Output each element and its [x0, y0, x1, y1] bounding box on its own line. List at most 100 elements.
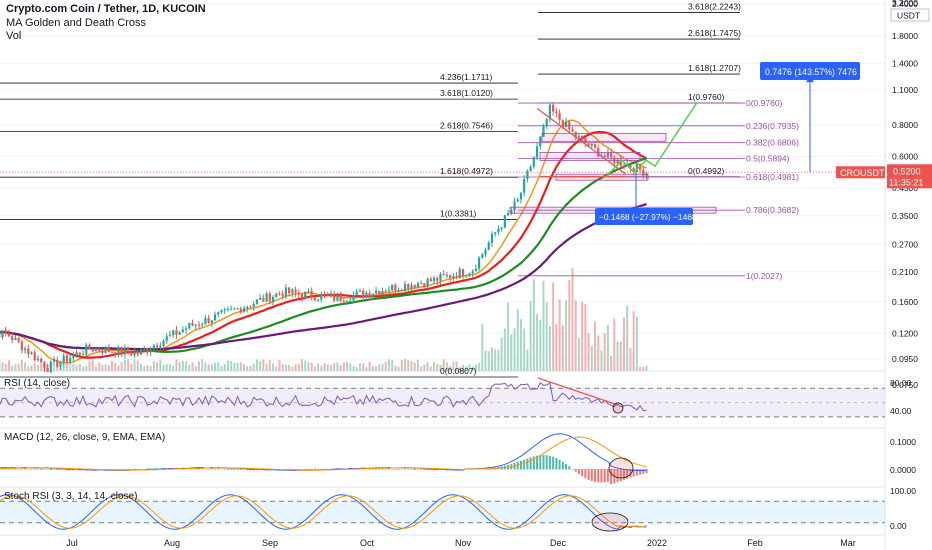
volume-bar [249, 365, 252, 371]
candle-body [33, 352, 36, 361]
volume-bar [565, 300, 568, 371]
macd-histogram-bar [616, 469, 619, 483]
volume-bar [378, 364, 381, 371]
volume-bar [30, 365, 33, 371]
candle-body [52, 359, 56, 362]
volume-bar [413, 362, 416, 371]
macd-histogram-bar [539, 455, 542, 470]
volume-bar [11, 365, 14, 371]
volume-bar [136, 360, 139, 371]
macd-histogram-bar [297, 469, 300, 470]
fib-left-label: 1.618(0.4972) [440, 166, 493, 176]
fib-left-label: 3.618(1.0120) [440, 88, 493, 98]
candle-body [516, 199, 519, 202]
macd-histogram-bar [381, 468, 384, 470]
price-axis[interactable]: 3.2000 USDT 2.4000 1.8000 1.4000 1.1000 0.8000… [886, 0, 932, 550]
candle-body [642, 169, 645, 176]
candle-body [416, 283, 420, 288]
volume-bar [246, 366, 249, 371]
volume-bar [268, 360, 271, 371]
volume-bar [362, 363, 365, 371]
volume-bar [191, 362, 194, 371]
volume-bar [149, 365, 152, 371]
macd-histogram-bar [210, 468, 213, 470]
candle-body [136, 352, 139, 355]
fib-ext-label: 1.618(1.2707) [688, 63, 741, 73]
volume-bars [0, 268, 648, 371]
volume-bar [4, 363, 7, 371]
candle-body [156, 345, 159, 348]
drawings: 0.7476 (143.57%) 7476 −0.1468 (−27.97%) −… [0, 62, 885, 225]
volume-bar [632, 311, 635, 371]
macd-histogram-bar [17, 468, 20, 470]
indicator-ma-label[interactable]: MA Golden and Death Cross [6, 17, 147, 29]
volume-bar [423, 364, 426, 371]
candle-body [249, 306, 252, 308]
candle-body [59, 362, 62, 367]
volume-bar [623, 317, 625, 371]
macd-histogram-bar [43, 468, 46, 470]
volume-bar [82, 366, 85, 371]
volume-bar [642, 366, 645, 371]
price-tick-label: 0.6000 [892, 152, 918, 162]
time-axis[interactable]: Jul Aug Sep Oct Nov Dec 2022 Feb Mar [66, 538, 856, 548]
rsi-label[interactable]: RSI (14, close) [4, 378, 71, 389]
candle-body [46, 368, 49, 372]
macd-label[interactable]: MACD (12, 26, close, 9, EMA, EMA) [4, 432, 166, 443]
volume-bar [500, 337, 503, 371]
volume-bar [561, 324, 564, 371]
candle-body [255, 299, 259, 304]
macd-histogram-bar [27, 468, 30, 470]
volume-bar [346, 361, 349, 371]
ma-red-line [0, 130, 648, 359]
volume-bar [1, 362, 4, 371]
measure-up-text: 0.7476 (143.57%) 7476 [765, 67, 857, 77]
volume-bar [317, 363, 320, 371]
volume-bar [381, 363, 384, 371]
candle-body [7, 333, 11, 337]
volume-bar [111, 361, 114, 371]
stoch-label[interactable]: Stoch RSI (3, 3, 14, 14, close) [4, 491, 138, 502]
candle-body [523, 178, 526, 193]
rsi-divergence-line [537, 377, 619, 406]
candle-body [410, 285, 413, 289]
candle-body [452, 276, 455, 278]
candle-body [278, 293, 281, 295]
volume-bar [75, 365, 78, 371]
volume-bar [252, 363, 255, 371]
volume-bar [400, 360, 403, 371]
volume-bar [291, 366, 294, 371]
volume-bar [201, 359, 204, 371]
candle-body [362, 290, 365, 297]
volume-bar [255, 359, 258, 371]
candle-body [4, 330, 7, 334]
candles [0, 102, 648, 374]
macd-histogram-bar [532, 456, 535, 470]
candle-body [603, 155, 606, 157]
macd-histogram-bar [519, 460, 522, 470]
candle-body [152, 345, 155, 350]
price-tick-label: 0.8000 [892, 120, 918, 130]
macd-histogram-bar [214, 468, 217, 470]
candle-body [581, 136, 584, 139]
volume-bar [436, 364, 439, 371]
volume-bar [27, 366, 30, 371]
candle-body [397, 289, 400, 291]
candle-body [300, 294, 304, 298]
candle-body [184, 328, 188, 330]
candle-body [239, 308, 242, 313]
candle-body [72, 355, 75, 358]
macd-histogram-bar [407, 468, 410, 470]
volume-bar [606, 324, 609, 371]
candle-body [191, 322, 194, 326]
macd-histogram-bar [413, 469, 416, 470]
volume-bar [175, 359, 178, 371]
candle-body [294, 289, 297, 293]
rsi-marker [612, 402, 624, 414]
fib-retr-label: 0.786(0.3682) [746, 205, 799, 215]
indicator-vol-label[interactable]: Vol [6, 30, 22, 42]
candle-body [552, 104, 555, 112]
macd-histogram-bar [529, 457, 532, 470]
volume-bar [410, 360, 413, 371]
candle-body [349, 300, 352, 302]
